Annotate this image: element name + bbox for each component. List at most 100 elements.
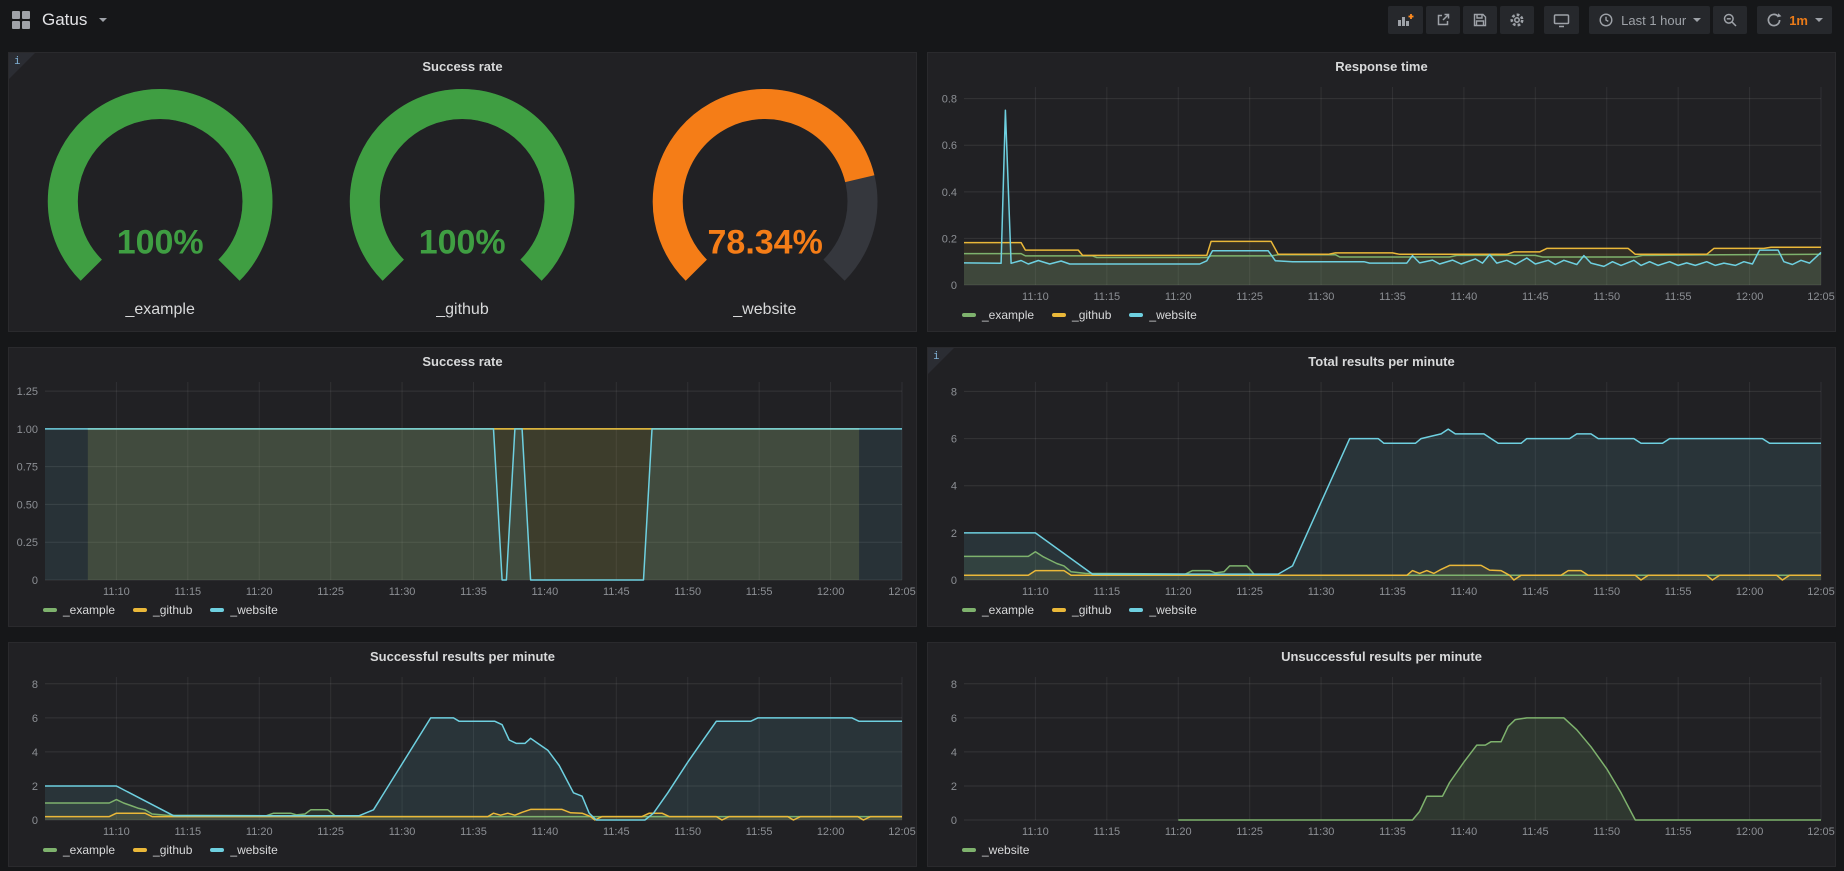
legend-item-_github[interactable]: _github — [133, 843, 192, 857]
share-button[interactable] — [1426, 6, 1460, 34]
x-tick-label: 12:00 — [1736, 291, 1764, 303]
y-tick-label: 0.6 — [942, 140, 957, 152]
dashboard-grid-icon[interactable] — [12, 11, 30, 29]
monitor-icon — [1553, 12, 1570, 28]
legend-color-dash — [210, 608, 224, 612]
legend-label: _website — [1149, 308, 1196, 322]
save-button[interactable] — [1463, 6, 1497, 34]
x-tick-label: 12:05 — [1807, 291, 1835, 303]
legend-item-_example[interactable]: _example — [43, 603, 115, 617]
dashboard-picker[interactable]: Gatus — [12, 10, 107, 30]
floppy-icon — [1472, 12, 1488, 28]
gauge-label: _website — [614, 301, 916, 319]
unsuccessful-results-chart[interactable]: 0246811:1011:1511:2011:2511:3011:3511:40… — [928, 669, 1835, 840]
x-tick-label: 11:15 — [174, 826, 201, 838]
legend-label: _example — [982, 603, 1034, 617]
legend-item-_example[interactable]: _example — [43, 843, 115, 857]
x-tick-label: 11:35 — [1379, 291, 1406, 303]
legend-item-_github[interactable]: _github — [1052, 308, 1111, 322]
y-tick-label: 0 — [951, 280, 957, 292]
panel-info-corner[interactable]: i — [9, 53, 35, 79]
share-arrow-icon — [1435, 12, 1451, 28]
legend-item-_website[interactable]: _website — [210, 603, 277, 617]
y-tick-label: 0.4 — [942, 187, 957, 199]
x-tick-label: 11:45 — [1522, 586, 1549, 598]
info-icon: i — [14, 54, 21, 67]
y-tick-label: 2 — [951, 781, 957, 793]
panel-response-time: Response time 00.20.40.60.811:1011:1511:… — [927, 52, 1836, 332]
add-panel-button[interactable] — [1388, 6, 1423, 34]
response-time-plot: 00.20.40.60.811:1011:1511:2011:2511:3011… — [928, 79, 1835, 305]
x-tick-label: 11:15 — [174, 586, 201, 598]
legend-item-_github[interactable]: _github — [1052, 603, 1111, 617]
x-tick-label: 11:10 — [1022, 826, 1049, 838]
cycle-view-button[interactable] — [1544, 6, 1579, 34]
y-tick-label: 6 — [951, 713, 957, 725]
x-tick-label: 12:00 — [1736, 826, 1764, 838]
success-rate-chart[interactable]: 00.250.500.751.001.2511:1011:1511:2011:2… — [9, 374, 916, 600]
panel-title[interactable]: Success rate — [9, 53, 916, 79]
gauge-_website: 78.34%_website — [614, 79, 916, 331]
dashboard-title[interactable]: Gatus — [42, 10, 87, 30]
x-tick-label: 11:50 — [1593, 826, 1620, 838]
refresh-interval-label: 1m — [1789, 13, 1808, 28]
legend-item-_website[interactable]: _website — [1129, 308, 1196, 322]
y-tick-label: 0.8 — [942, 94, 957, 106]
panel-title[interactable]: Successful results per minute — [9, 643, 916, 669]
x-tick-label: 11:50 — [1593, 586, 1620, 598]
legend-item-_example[interactable]: _example — [962, 603, 1034, 617]
dashboard-grid: i Success rate 100%_example100%_github78… — [0, 40, 1844, 867]
x-tick-label: 12:05 — [1807, 826, 1835, 838]
x-tick-label: 11:35 — [1379, 826, 1406, 838]
x-tick-label: 11:15 — [1093, 291, 1120, 303]
total-results-plot: 0246811:1011:1511:2011:2511:3011:3511:40… — [928, 374, 1835, 600]
total-results-chart[interactable]: 0246811:1011:1511:2011:2511:3011:3511:40… — [928, 374, 1835, 600]
legend-item-_website[interactable]: _website — [962, 843, 1029, 857]
x-tick-label: 11:25 — [317, 586, 344, 598]
legend-color-dash — [962, 848, 976, 852]
x-tick-label: 11:25 — [317, 826, 344, 838]
chart-legend: _example _github _website — [928, 305, 1835, 331]
legend-label: _example — [63, 843, 115, 857]
time-range-button[interactable]: Last 1 hour — [1589, 6, 1710, 34]
panel-title[interactable]: Unsuccessful results per minute — [928, 643, 1835, 669]
y-tick-label: 0.25 — [17, 537, 38, 549]
x-tick-label: 11:40 — [1451, 826, 1478, 838]
x-tick-label: 11:50 — [674, 586, 701, 598]
panel-success-rate-chart: Success rate 00.250.500.751.001.2511:101… — [8, 347, 917, 627]
legend-item-_example[interactable]: _example — [962, 308, 1034, 322]
refresh-button[interactable]: 1m — [1757, 6, 1832, 34]
successful-results-chart[interactable]: 0246811:1011:1511:2011:2511:3011:3511:40… — [9, 669, 916, 840]
x-tick-label: 11:10 — [1022, 586, 1049, 598]
x-tick-label: 11:35 — [460, 586, 487, 598]
x-tick-label: 11:45 — [1522, 291, 1549, 303]
series-area-_website — [45, 429, 902, 580]
panel-total-results: i Total results per minute 0246811:1011:… — [927, 347, 1836, 627]
x-tick-label: 11:20 — [246, 586, 273, 598]
legend-color-dash — [133, 848, 147, 852]
circular-arrow-icon — [1766, 12, 1782, 28]
legend-color-dash — [210, 848, 224, 852]
x-tick-label: 11:55 — [1665, 586, 1692, 598]
legend-color-dash — [1129, 608, 1143, 612]
x-tick-label: 11:55 — [1665, 826, 1692, 838]
panel-title[interactable]: Total results per minute — [928, 348, 1835, 374]
y-tick-label: 6 — [32, 713, 38, 725]
panel-title[interactable]: Success rate — [9, 348, 916, 374]
panel-title[interactable]: Response time — [928, 53, 1835, 79]
legend-item-_website[interactable]: _website — [210, 843, 277, 857]
legend-item-_github[interactable]: _github — [133, 603, 192, 617]
x-tick-label: 11:35 — [1379, 586, 1406, 598]
response-time-chart[interactable]: 00.20.40.60.811:1011:1511:2011:2511:3011… — [928, 79, 1835, 305]
y-tick-label: 0.50 — [17, 499, 38, 511]
panel-info-corner[interactable]: i — [928, 348, 954, 374]
zoom-out-button[interactable] — [1713, 6, 1747, 34]
successful-results-plot: 0246811:1011:1511:2011:2511:3011:3511:40… — [9, 669, 916, 840]
legend-color-dash — [1129, 313, 1143, 317]
settings-button[interactable] — [1500, 6, 1534, 34]
gauge-label: _example — [9, 301, 311, 319]
series-area-_website — [1178, 718, 1821, 820]
x-tick-label: 11:30 — [389, 826, 416, 838]
gauge-value: 100% — [419, 223, 506, 261]
legend-item-_website[interactable]: _website — [1129, 603, 1196, 617]
